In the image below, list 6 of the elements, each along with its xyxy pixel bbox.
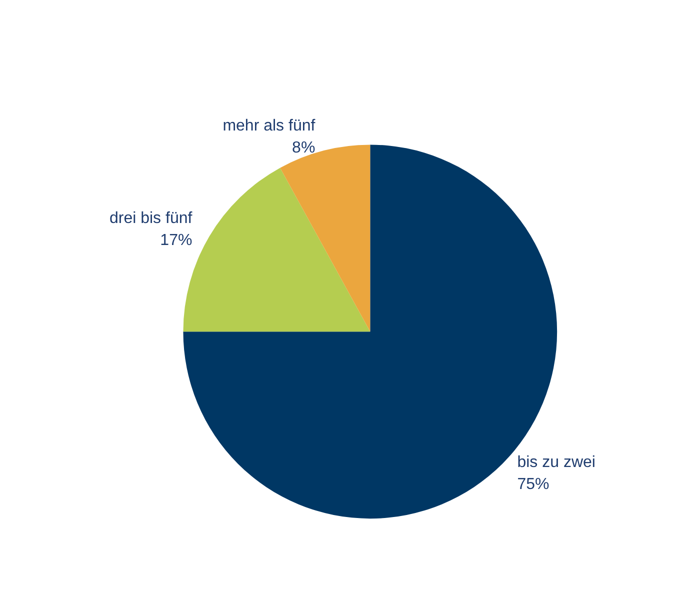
slice-label: drei bis fünf [109, 210, 193, 227]
slice-label: mehr als fünf [222, 118, 316, 135]
data-label: 8% [292, 140, 316, 157]
data-label: 75% [517, 476, 550, 494]
slice-label: bis zu zwei [517, 454, 596, 472]
data-label: 17% [160, 232, 192, 249]
